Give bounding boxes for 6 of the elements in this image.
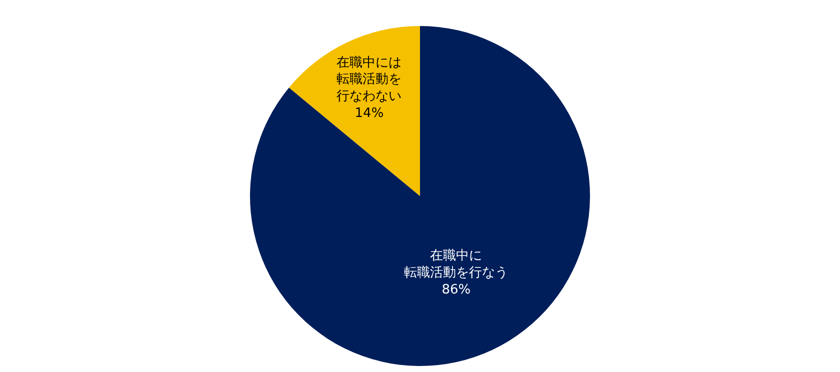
slice-label: 在職中には転職活動を行なわない xyxy=(336,55,402,104)
data-label: 14% xyxy=(354,106,384,121)
slice-label: 在職中に転職活動を行なう xyxy=(404,248,508,280)
data-label: 86% xyxy=(442,282,471,298)
pie-slice xyxy=(289,26,420,196)
pie-slice xyxy=(250,26,590,366)
